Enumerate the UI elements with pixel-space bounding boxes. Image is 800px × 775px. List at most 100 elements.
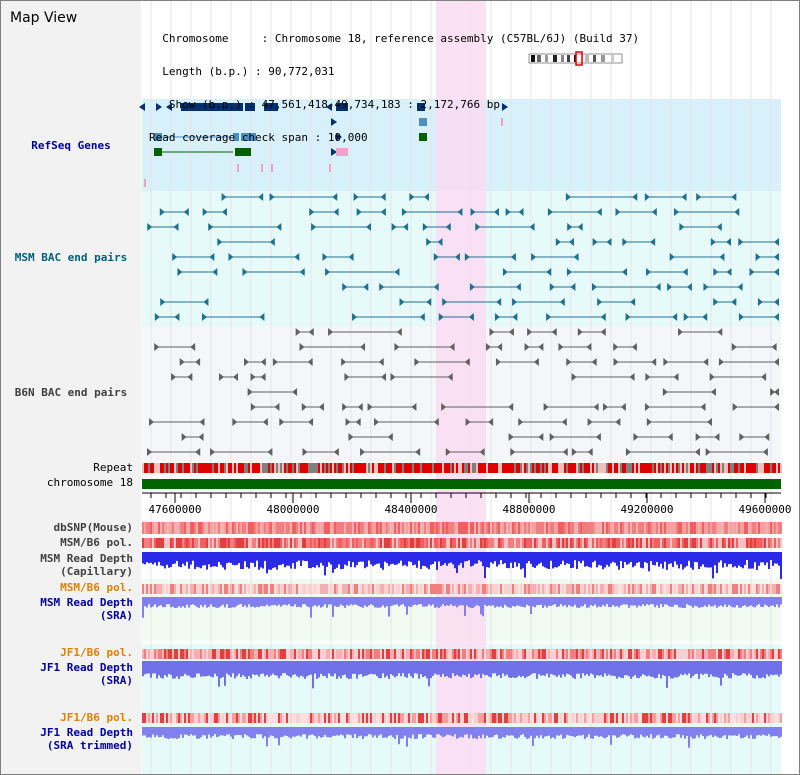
dbsnp-mark (436, 522, 438, 534)
dbsnp-mark (466, 522, 468, 534)
msm-depth-capillary-bar (150, 552, 152, 563)
msm-depth-capillary-bar (236, 552, 238, 565)
b6n-bac-pair-end (613, 358, 619, 366)
repeat-mark (458, 463, 460, 473)
repeat-mark (184, 463, 186, 473)
msm-b6-pol-mark (750, 538, 752, 548)
jf1-b6-pol-mark (344, 649, 346, 659)
msm-b6-pol2-mark (668, 584, 670, 594)
msm-depth-capillary-bar (660, 552, 662, 564)
jf1-b6-pol2-mark (706, 713, 708, 723)
msm-depth-sra-bar (544, 597, 546, 606)
jf1-b6-pol2-mark (192, 713, 194, 723)
msm-b6-pol-mark (198, 538, 200, 548)
msm-depth-sra-bar (748, 597, 750, 607)
msm-bac-pair-end (510, 253, 516, 261)
repeat-mark (416, 463, 418, 473)
msm-depth-capillary-bar (452, 552, 454, 565)
jf1-depth-sra-bar (164, 661, 166, 676)
msm-depth-capillary-bar (656, 552, 658, 563)
dbsnp-mark (532, 522, 534, 534)
msm-depth-sra-bar (566, 597, 568, 608)
repeat-mark (604, 463, 606, 473)
msm-b6-pol-mark (766, 538, 768, 548)
jf1-depth-sra-bar (576, 661, 578, 674)
msm-depth-capillary-bar (394, 552, 396, 565)
dbsnp-mark (470, 522, 472, 534)
dbsnp-mark (146, 522, 148, 534)
msm-depth-capillary-bar (438, 552, 440, 562)
dbsnp-mark (530, 522, 532, 534)
dbsnp-mark (284, 522, 286, 534)
jf1-b6-pol2-mark (338, 713, 340, 723)
msm-b6-pol2-mark (306, 584, 308, 594)
msm-bac-pair-end (734, 208, 740, 216)
b6n-bac-pair-end (566, 358, 572, 366)
jf1-b6-pol2-mark (654, 713, 656, 723)
repeat-mark (324, 463, 326, 473)
jf1-depth-trim-bar (292, 727, 294, 737)
dbsnp-mark (268, 522, 270, 534)
dbsnp-mark (720, 522, 722, 534)
msm-b6-pol-mark (710, 538, 712, 548)
jf1-b6-pol-mark (290, 649, 292, 659)
jf1-b6-pol2-mark (556, 713, 558, 723)
msm-depth-capillary-bar (474, 552, 476, 564)
msm-depth-capillary-bar (384, 552, 386, 562)
msm-b6-pol2-mark (722, 584, 724, 594)
msm-depth-capillary-bar (724, 552, 726, 564)
repeat-mark (222, 463, 224, 473)
repeat-mark (464, 463, 466, 473)
b6n-bac-pair-end (179, 358, 185, 366)
msm-depth-capillary-bar (618, 552, 620, 570)
jf1-depth-sra-bar (614, 661, 616, 677)
jf1-depth-trim-bar (198, 727, 200, 739)
dbsnp-mark (164, 522, 166, 534)
jf1-depth-trim-bar (374, 727, 376, 736)
dbsnp-mark (510, 522, 512, 534)
msm-bac-pair-end (738, 238, 744, 246)
msm-b6-pol2-mark (354, 584, 356, 594)
msm-b6-pol-mark (234, 538, 236, 548)
jf1-depth-sra-bar (606, 661, 608, 676)
msm-b6-pol2-mark (678, 584, 680, 594)
msm-depth-capillary-bar (498, 552, 500, 565)
jf1-depth-trim-bar (484, 727, 486, 739)
repeat-mark (620, 463, 622, 473)
jf1-depth-trim-bar (574, 727, 576, 738)
jf1-b6-pol2-mark (408, 713, 410, 723)
jf1-b6-pol2-mark (576, 713, 578, 723)
msm-b6-pol2-mark (662, 584, 664, 594)
jf1-depth-trim-bar (524, 727, 526, 737)
msm-depth-capillary-bar (586, 552, 588, 567)
b6n-bac-pair-end (360, 343, 366, 351)
msm-b6-pol-mark (396, 538, 398, 548)
msm-b6-pol2-mark (418, 584, 420, 594)
msm-b6-pol-mark (242, 538, 244, 548)
msm-b6-pol-mark (326, 538, 328, 548)
msm-depth-sra-bar (482, 597, 484, 617)
msm-b6-pol-mark (538, 538, 540, 548)
dbsnp-mark (684, 522, 686, 534)
repeat-mark (534, 463, 536, 473)
dbsnp-mark (380, 522, 382, 534)
jf1-b6-pol-mark (516, 649, 518, 659)
dbsnp-mark (676, 522, 678, 534)
msm-depth-capillary-bar (306, 552, 308, 562)
jf1-b6-pol-mark (468, 649, 470, 659)
msm-depth-sra-bar (684, 597, 686, 608)
dbsnp-mark (346, 522, 348, 534)
msm-depth-capillary-bar (454, 552, 456, 569)
ideogram-band (531, 55, 535, 62)
msm-depth-sra-bar (290, 597, 292, 607)
msm-depth-capillary-bar (228, 552, 230, 563)
jf1-b6-pol2-mark (554, 713, 556, 723)
msm-depth-capillary-bar (436, 552, 438, 570)
msm-depth-capillary-bar (476, 552, 478, 564)
msm-bac-pair-end (325, 268, 331, 276)
jf1-depth-sra-bar (738, 661, 740, 676)
msm-b6-pol-mark (494, 538, 496, 548)
msm-b6-pol-mark (214, 538, 216, 548)
msm-b6-pol2-mark (458, 584, 460, 594)
